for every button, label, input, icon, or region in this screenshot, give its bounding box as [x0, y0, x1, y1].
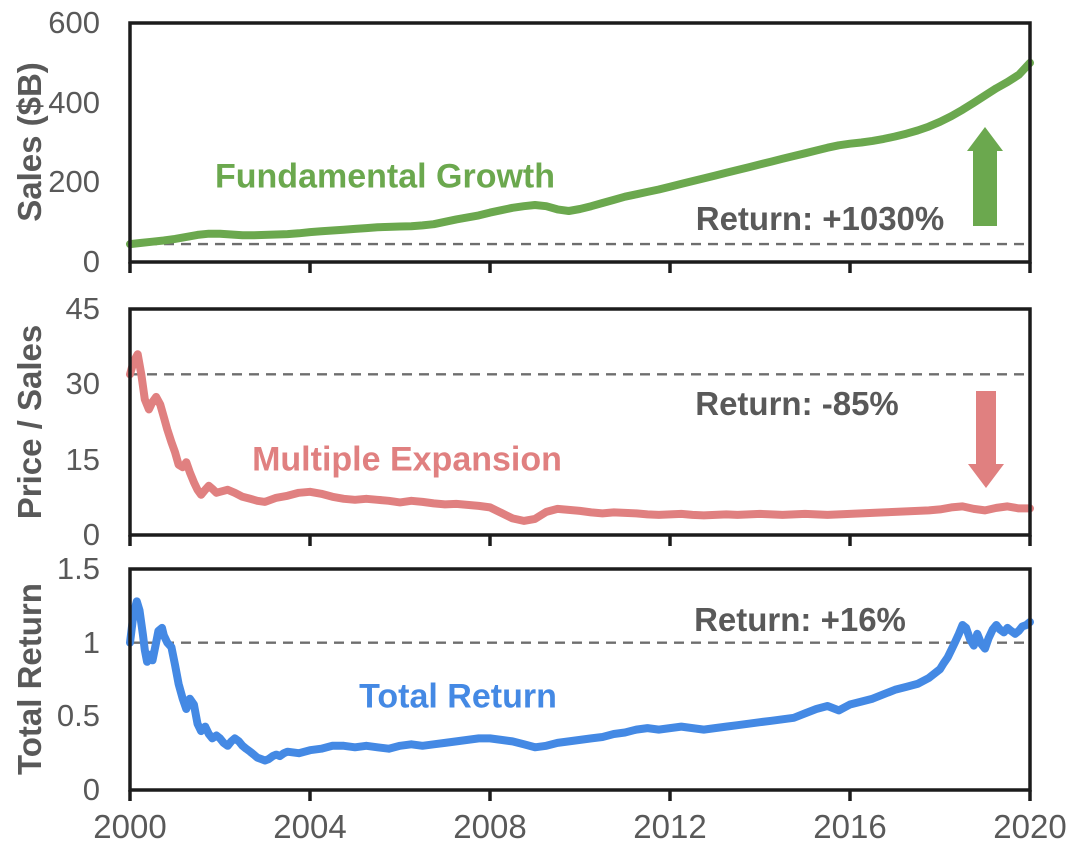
y-tick-label: 45 — [65, 291, 100, 326]
total-return-panel — [126, 567, 1034, 801]
total-return-plot-area — [126, 567, 1034, 801]
series-label-multiple-expansion: Multiple Expansion — [252, 440, 562, 479]
y-tick-label: 1.5 — [56, 551, 100, 586]
y-tick-label: 600 — [48, 5, 100, 40]
down-arrow-icon — [968, 391, 1004, 488]
series-label-fundamental-growth: Fundamental Growth — [215, 157, 555, 196]
y-tick-label: 0 — [82, 517, 100, 552]
y-tick-label: 400 — [48, 84, 100, 120]
x-tick-label: 2004 — [273, 808, 347, 845]
up-arrow-icon — [967, 127, 1003, 226]
y-axis-title-total-return: Total Return — [11, 583, 48, 775]
series-label-total-return: Total Return — [359, 677, 557, 716]
x-tick-label: 2000 — [93, 808, 167, 845]
plot-border — [128, 307, 1032, 537]
series-line — [126, 597, 1034, 765]
plot-border — [128, 567, 1032, 792]
annotation-return-sales: Return: +1030% — [695, 200, 945, 237]
x-tick-label: 2012 — [633, 808, 707, 845]
y-tick-label: 1 — [82, 624, 100, 660]
series-line — [126, 350, 1034, 525]
y-axis-title-price-sales: Price / Sales — [11, 324, 48, 520]
y-tick-label: 0.5 — [56, 698, 100, 734]
sales-panel — [126, 21, 1034, 273]
plot-border — [128, 21, 1032, 264]
annotation-return-price-sales: Return: -85% — [695, 385, 899, 422]
y-tick-label: 15 — [65, 441, 100, 477]
y-tick-label: 0 — [82, 244, 100, 279]
x-tick-label: 2008 — [453, 808, 527, 845]
sales-plot-area — [126, 21, 1034, 273]
series-line — [126, 58, 1034, 249]
price-sales-panel — [126, 307, 1034, 546]
x-tick-label: 2020 — [993, 808, 1067, 845]
price-sales-plot-area — [126, 307, 1034, 546]
y-axis-title-sales: Sales ($B) — [11, 62, 48, 222]
x-tick-label: 2016 — [813, 808, 887, 845]
y-tick-label: 0 — [82, 772, 100, 807]
annotation-return-total: Return: +16% — [694, 601, 906, 638]
y-tick-label: 30 — [65, 366, 100, 402]
y-tick-label: 200 — [48, 164, 100, 200]
